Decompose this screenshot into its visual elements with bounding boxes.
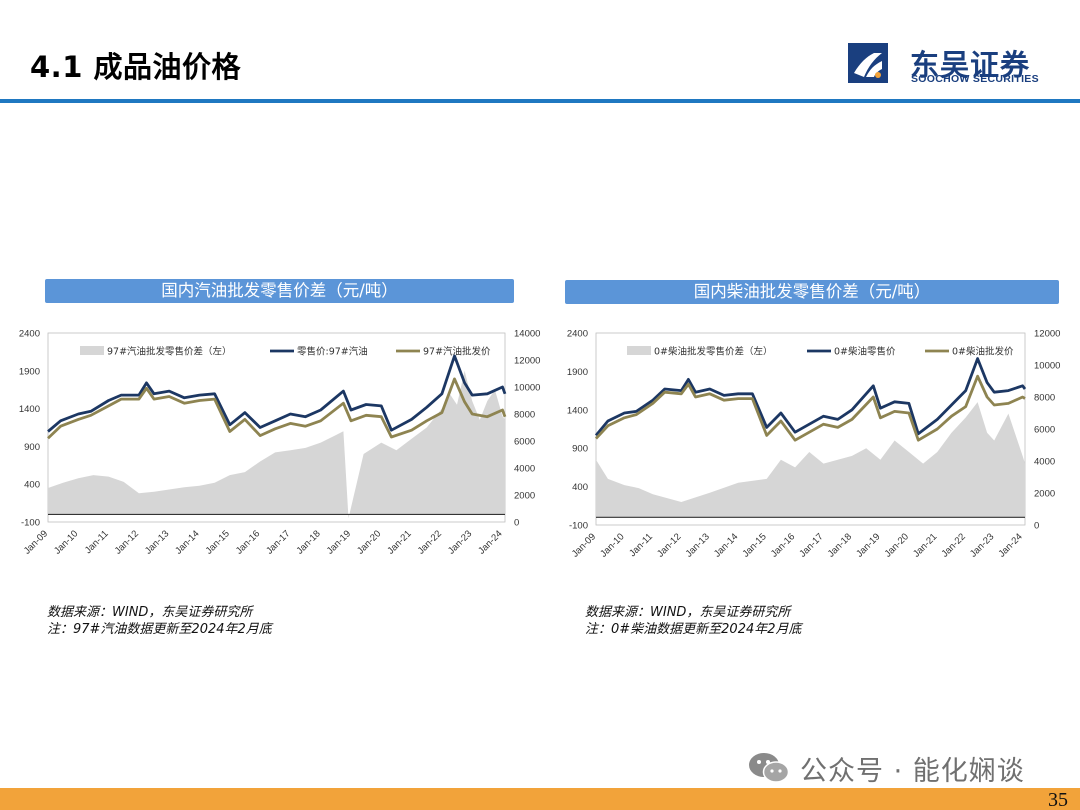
y-right-tick-label: 8000 — [514, 410, 535, 421]
x-tick-label: Jan-21 — [385, 528, 413, 556]
x-tick-label: Jan-11 — [83, 528, 111, 556]
legend-label: 97#汽油批发价 — [423, 346, 491, 358]
y-left-tick-label: -100 — [569, 521, 588, 532]
y-right-tick-label: 10000 — [1034, 361, 1060, 372]
y-right-tick-label: 12000 — [514, 356, 540, 367]
x-tick-label: Jan-17 — [797, 531, 825, 559]
y-right-tick-label: 12000 — [1034, 329, 1060, 340]
soochow-logo-icon — [848, 43, 888, 83]
y-right-tick-label: 2000 — [514, 491, 535, 502]
x-tick-label: Jan-16 — [769, 531, 797, 559]
y-right-tick-label: 4000 — [514, 464, 535, 475]
update-note-text: 注：0#柴油数据更新至2024年2月底 — [585, 622, 802, 637]
legend-label: 0#柴油零售价 — [834, 346, 896, 358]
y-right-tick-label: 6000 — [514, 437, 535, 448]
y-right-tick-label: 14000 — [514, 329, 540, 340]
x-tick-label: Jan-24 — [996, 531, 1024, 559]
x-tick-label: Jan-20 — [355, 528, 383, 556]
plot-frame — [595, 332, 1026, 526]
y-right-tick-label: 0 — [514, 518, 519, 529]
x-tick-label: Jan-18 — [826, 531, 854, 559]
y-left-tick-label: 400 — [24, 480, 40, 491]
y-right-tick-label: 8000 — [1034, 393, 1055, 404]
x-tick-label: Jan-09 — [22, 528, 50, 556]
x-tick-label: Jan-18 — [294, 528, 322, 556]
x-tick-label: Jan-20 — [883, 531, 911, 559]
series-line-wholesale — [594, 374, 1026, 442]
x-tick-label: Jan-24 — [476, 528, 504, 556]
x-tick-label: Jan-19 — [325, 528, 353, 556]
logo-chinese-name: 东吴证券 — [910, 48, 1031, 82]
x-tick-label: Jan-14 — [173, 528, 201, 556]
legend-label: 零售价:97#汽油 — [297, 346, 368, 358]
x-tick-label: Jan-23 — [446, 528, 474, 556]
y-left-tick-label: 900 — [572, 444, 588, 455]
legend-swatch-area — [627, 346, 651, 355]
y-right-tick-label: 4000 — [1034, 457, 1055, 468]
y-left-tick-label: 1400 — [19, 404, 40, 415]
series-line-retail — [594, 357, 1027, 437]
x-tick-label: Jan-19 — [854, 531, 882, 559]
source-note-right: 数据来源：WIND，东吴证券研究所 注：0#柴油数据更新至2024年2月底 — [585, 604, 802, 638]
x-tick-label: Jan-17 — [264, 528, 292, 556]
page-number: 35 — [1048, 789, 1068, 810]
x-tick-label: Jan-10 — [598, 531, 626, 559]
chart-title-diesel: 国内柴油批发零售价差（元/吨） — [565, 280, 1059, 304]
legend-swatch-area — [80, 346, 104, 355]
x-tick-label: Jan-15 — [740, 531, 768, 559]
page-title: 4.1 成品油价格 — [30, 50, 241, 84]
source-text: 数据来源：WIND，东吴证券研究所 — [47, 605, 253, 620]
wechat-icon — [749, 753, 790, 783]
series-line-wholesale — [47, 377, 507, 440]
update-note-text: 注：97#汽油数据更新至2024年2月底 — [47, 622, 272, 637]
x-tick-label: Jan-21 — [911, 531, 939, 559]
y-left-tick-label: 1900 — [19, 366, 40, 377]
x-tick-label: Jan-13 — [143, 528, 171, 556]
source-text: 数据来源：WIND，东吴证券研究所 — [585, 605, 791, 620]
y-left-tick-label: 900 — [24, 442, 40, 453]
y-right-tick-label: 0 — [1034, 521, 1039, 532]
y-left-tick-label: 2400 — [567, 329, 588, 340]
y-right-tick-label: 10000 — [514, 383, 540, 394]
chart-legend: 0#柴油批发零售价差（左） 0#柴油零售价 0#柴油批发价 — [627, 346, 1014, 358]
series-line-retail — [47, 354, 507, 433]
x-tick-label: Jan-10 — [52, 528, 80, 556]
y-right-tick-label: 2000 — [1034, 489, 1055, 500]
legend-label: 0#柴油批发价 — [952, 346, 1014, 358]
y-left-tick-label: 1400 — [567, 405, 588, 416]
x-tick-label: Jan-22 — [416, 528, 444, 556]
y-left-tick-label: 2400 — [19, 329, 40, 340]
y-left-tick-label: -100 — [21, 518, 40, 529]
x-tick-label: Jan-16 — [234, 528, 262, 556]
x-tick-label: Jan-23 — [968, 531, 996, 559]
wechat-watermark: 公众号 · 能化娴谈 — [748, 748, 1025, 788]
diesel-spread-chart: -100 400 900 1400 1900 2400 0 2000 4000 6000 8000 1… — [567, 329, 1061, 560]
chart-title-gasoline: 国内汽油批发零售价差（元/吨） — [45, 279, 514, 303]
watermark-text: 公众号 · 能化娴谈 — [800, 755, 1025, 787]
x-tick-label: Jan-14 — [712, 531, 740, 559]
source-note-left: 数据来源：WIND，东吴证券研究所 注：97#汽油数据更新至2024年2月底 — [47, 604, 272, 638]
company-logo: 东吴证券 SOOCHOW SECURITIES — [848, 42, 1058, 88]
x-tick-label: Jan-12 — [655, 531, 683, 559]
y-right-tick-label: 6000 — [1034, 425, 1055, 436]
header-divider — [0, 99, 1080, 103]
legend-label: 0#柴油批发零售价差（左） — [654, 346, 773, 358]
chart-legend: 97#汽油批发零售价差（左） 零售价:97#汽油 97#汽油批发价 — [80, 346, 491, 358]
x-tick-label: Jan-13 — [684, 531, 712, 559]
x-tick-label: Jan-12 — [113, 528, 141, 556]
series-area-spread — [596, 402, 1025, 518]
series-area-spread — [48, 370, 505, 519]
y-left-tick-label: 1900 — [567, 367, 588, 378]
legend-label: 97#汽油批发零售价差（左） — [107, 346, 232, 358]
footer-bar — [0, 788, 1080, 810]
x-tick-label: Jan-11 — [627, 531, 655, 559]
x-tick-label: Jan-09 — [570, 531, 598, 559]
y-left-tick-label: 400 — [572, 482, 588, 493]
x-tick-label: Jan-22 — [940, 531, 968, 559]
logo-english-name: SOOCHOW SECURITIES — [911, 73, 1039, 85]
gasoline-spread-chart: -100 400 900 1400 1900 2400 0 2000 4000 6000 8000 1… — [19, 329, 541, 557]
x-tick-label: Jan-15 — [204, 528, 232, 556]
